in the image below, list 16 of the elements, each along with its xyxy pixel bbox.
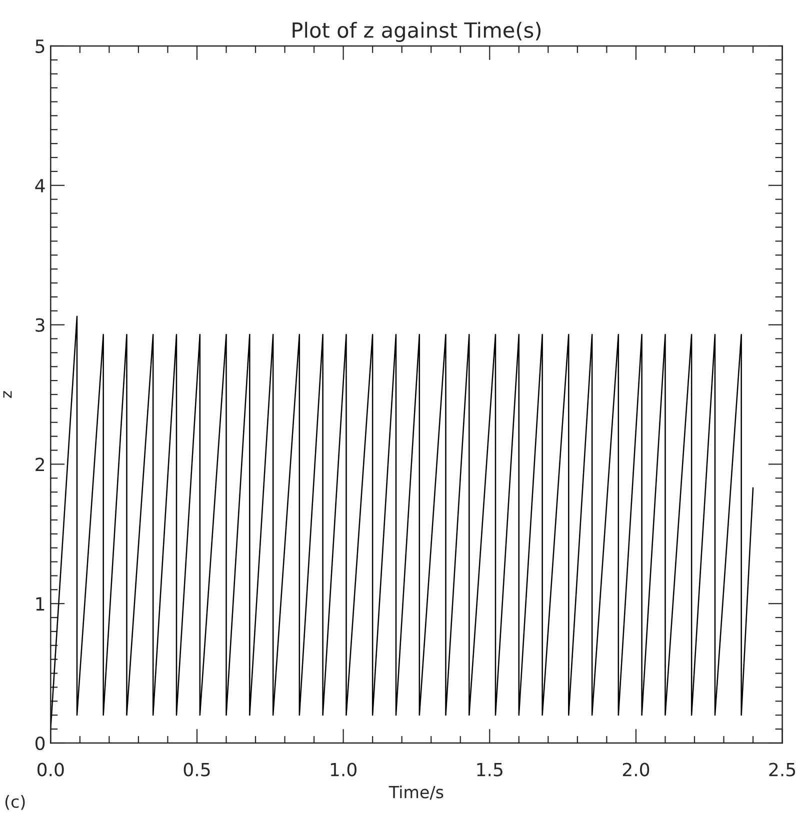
x-axis-title: Time/s [388,785,444,800]
x-tick-label: 0.5 [184,762,210,776]
y-tick-label: 1 [36,597,44,610]
x-tick-label: 1.0 [330,762,356,776]
x-tick-label: 2.0 [622,762,650,776]
y-axis-title: z [3,391,12,398]
text: (c) [5,795,25,810]
y-tick-label: 3 [36,318,44,332]
x-tick-label: 1.5 [477,763,502,776]
y-tick-label: 0 [35,736,45,750]
chart-title: Plot of z against Time(s) [292,22,540,42]
y-tick-label: 4 [35,179,45,192]
x-tick-label: 0.0 [37,762,64,776]
x-tick-label: 2.5 [769,762,796,776]
y-tick-label: 2 [36,458,44,472]
y-tick-label: 5 [36,40,44,54]
